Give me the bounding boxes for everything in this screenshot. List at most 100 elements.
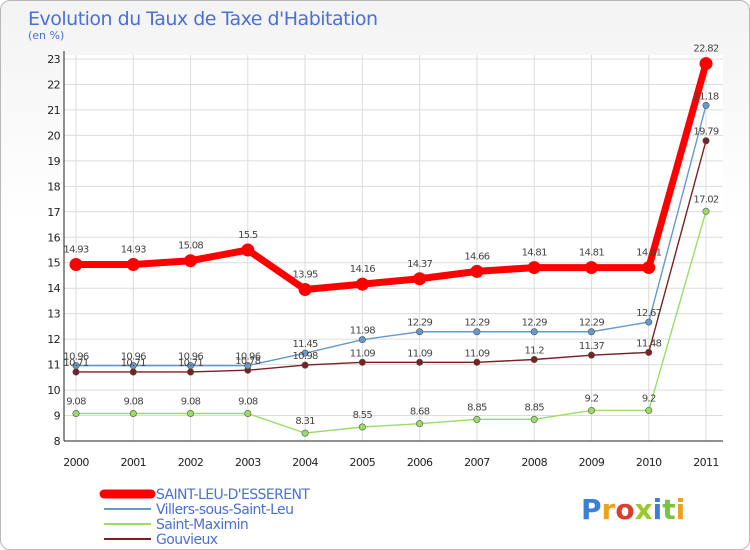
data-point (298, 282, 312, 296)
x-tick-label: 2004 (292, 456, 318, 469)
y-tick-label: 16 (47, 231, 60, 244)
y-tick-label: 15 (47, 257, 60, 270)
data-label: 11.09 (407, 348, 432, 359)
data-point (527, 261, 541, 275)
legend-label: Saint-Maximin (156, 517, 248, 533)
data-point (416, 420, 424, 428)
data-label: 14.16 (350, 264, 375, 275)
data-label: 9.08 (181, 396, 201, 407)
series-line (75, 104, 707, 367)
y-tick-label: 14 (47, 282, 60, 295)
data-label: 14.37 (407, 259, 432, 270)
data-label: 12.29 (522, 318, 547, 329)
data-label: 10.71 (121, 358, 146, 369)
legend-label: Gouvieux (156, 532, 218, 548)
data-point (587, 406, 595, 414)
data-point (187, 368, 195, 376)
x-tick-label: 2011 (693, 456, 719, 469)
x-tick-label: 2010 (636, 456, 662, 469)
legend: SAINT-LEU-D'ESSERENTVillers-sous-Saint-L… (99, 487, 311, 548)
data-label: 10.96 (63, 352, 88, 363)
y-tick-label: 23 (47, 53, 60, 66)
series-0 (69, 57, 713, 296)
y-tick-label: 11 (47, 359, 60, 372)
data-label: 14.93 (121, 245, 146, 256)
data-point (587, 351, 595, 359)
y-tick-label: 20 (47, 129, 60, 142)
data-label: 12.29 (579, 318, 604, 329)
y-tick-label: 9 (54, 410, 61, 423)
x-tick-label: 2008 (521, 456, 547, 469)
data-label: 15.5 (238, 230, 258, 241)
data-point (355, 277, 369, 291)
y-tick-label: 13 (47, 308, 60, 321)
data-label: 11.09 (350, 348, 375, 359)
data-point (244, 362, 252, 370)
series-2 (72, 207, 710, 437)
chart-title: Evolution du Taux de Taxe d'Habitation (28, 8, 378, 30)
data-label: 10.96 (121, 352, 146, 363)
data-point (241, 243, 255, 257)
data-point (129, 409, 137, 417)
data-label: 8.55 (353, 410, 373, 421)
data-point (473, 328, 481, 336)
data-label: 11.48 (636, 338, 661, 349)
data-point (126, 258, 140, 272)
data-point (301, 361, 309, 369)
data-label: 14.81 (579, 248, 604, 259)
data-point (702, 101, 710, 109)
y-tick-label: 21 (47, 104, 60, 117)
data-label: 12.67 (636, 308, 661, 319)
data-point (702, 137, 710, 145)
series-line (75, 210, 707, 434)
series-layer: 10.71 10.71 10.71 10.78 10.98 11.09 11.09 11.09… (63, 44, 720, 437)
data-label: 11.09 (464, 348, 489, 359)
data-point (358, 336, 366, 344)
data-point (530, 356, 538, 364)
brand-letter: r (602, 493, 616, 526)
y-tick-label: 18 (47, 180, 60, 193)
brand-letter: t (662, 493, 675, 526)
data-point (187, 409, 195, 417)
data-label: 10.96 (178, 352, 203, 363)
data-label: 8.31 (295, 416, 315, 427)
data-point (69, 258, 83, 272)
data-point (587, 328, 595, 336)
legend-label: Villers-sous-Saint-Leu (156, 502, 293, 518)
data-point (473, 415, 481, 423)
x-tick-label: 2000 (63, 456, 89, 469)
data-point (699, 57, 713, 71)
data-label: 22.82 (693, 44, 718, 55)
data-label: 11.98 (350, 326, 375, 337)
legend-label: SAINT-LEU-D'ESSERENT (156, 487, 310, 503)
data-label: 10.96 (235, 352, 260, 363)
data-label: 9.08 (66, 396, 86, 407)
x-tick-label: 2009 (579, 456, 605, 469)
data-point (72, 409, 80, 417)
data-point (416, 328, 424, 336)
data-label: 13.95 (293, 269, 318, 280)
x-tick-label: 2005 (350, 456, 376, 469)
y-tick-label: 19 (47, 155, 60, 168)
data-point (642, 261, 656, 275)
brand-letter: o (615, 493, 634, 526)
data-label: 8.85 (467, 402, 487, 413)
data-point (72, 362, 80, 370)
series-1 (72, 101, 710, 370)
data-label: 10.98 (293, 351, 318, 362)
data-label: 11.45 (293, 339, 318, 350)
brand-letter: x (635, 493, 653, 526)
data-point (301, 349, 309, 357)
data-point (470, 264, 484, 278)
x-tick-label: 2001 (120, 456, 146, 469)
y-tick-label: 8 (54, 435, 61, 448)
data-point (129, 362, 137, 370)
data-point (416, 358, 424, 366)
plot-area (64, 55, 723, 441)
brand-letter: P (581, 493, 602, 526)
data-label: 8.85 (524, 402, 544, 413)
data-point (129, 368, 137, 376)
chart-subtitle: (en %) (28, 29, 64, 42)
